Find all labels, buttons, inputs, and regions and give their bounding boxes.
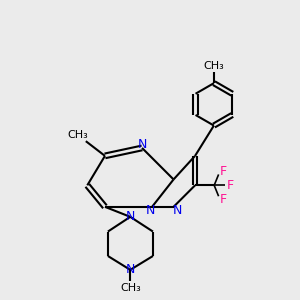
Text: N: N xyxy=(137,138,147,151)
Text: N: N xyxy=(126,263,135,276)
Text: F: F xyxy=(220,193,226,206)
Text: CH₃: CH₃ xyxy=(67,130,88,140)
Text: F: F xyxy=(226,179,234,192)
Text: F: F xyxy=(220,165,226,178)
Text: N: N xyxy=(172,204,182,217)
Text: N: N xyxy=(146,204,155,217)
Text: CH₃: CH₃ xyxy=(120,283,141,292)
Text: CH₃: CH₃ xyxy=(203,61,224,71)
Text: N: N xyxy=(126,210,135,223)
